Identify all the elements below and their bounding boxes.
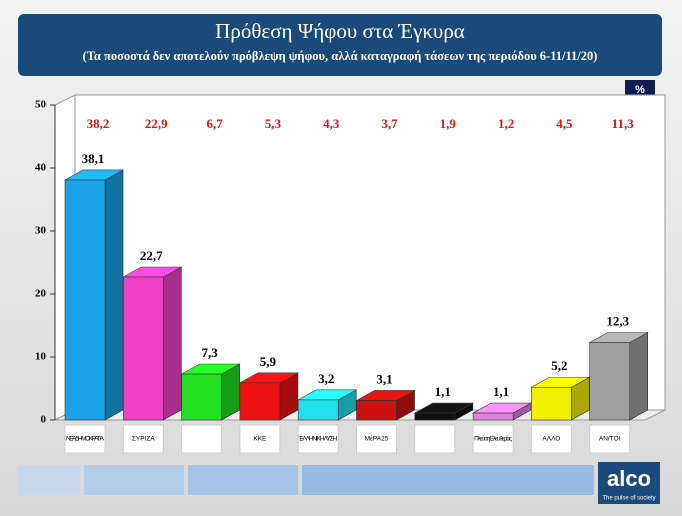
tagline: The pulse of society bbox=[602, 496, 655, 502]
footer: alco The pulse of society bbox=[18, 462, 660, 504]
party-logo bbox=[122, 424, 164, 454]
x-tick-label: ΕΛΛΗΝΙΚΗ ΛΥΣΗ bbox=[299, 436, 337, 443]
bar bbox=[181, 373, 222, 421]
y-tick-label: 0 bbox=[41, 414, 47, 426]
party-logo bbox=[239, 424, 281, 454]
previous-value: 5,3 bbox=[265, 116, 282, 131]
x-tick-label: ΑΛΛΟ bbox=[542, 436, 560, 443]
value-label: 1,1 bbox=[435, 384, 451, 399]
bar bbox=[472, 412, 514, 421]
value-label: 38,1 bbox=[82, 151, 105, 166]
value-label: 3,1 bbox=[376, 371, 392, 386]
party-logo bbox=[181, 424, 223, 454]
bar bbox=[414, 412, 456, 421]
y-tick-label: 10 bbox=[35, 351, 47, 363]
value-label: 1,1 bbox=[493, 384, 509, 399]
bar bbox=[239, 382, 281, 421]
x-tick-label: ΜέΡΑ25 bbox=[365, 435, 389, 443]
bar bbox=[356, 400, 397, 421]
x-tick-label: Πλεύση Ελευθερίας bbox=[474, 435, 512, 443]
party-logo bbox=[472, 424, 514, 454]
footer-bar bbox=[84, 465, 184, 495]
unit-label: % bbox=[635, 84, 645, 96]
brand: alco bbox=[607, 466, 651, 491]
value-label: 3,2 bbox=[318, 371, 334, 386]
party-logo bbox=[356, 424, 397, 454]
previous-value: 22,9 bbox=[145, 116, 168, 131]
party-logo bbox=[64, 424, 106, 454]
footer-bar bbox=[302, 465, 594, 495]
party-logo bbox=[589, 424, 631, 454]
brand-box bbox=[598, 462, 660, 504]
footer-bar bbox=[188, 465, 298, 495]
value-label: 22,7 bbox=[140, 248, 163, 263]
previous-value: 1,9 bbox=[440, 116, 457, 131]
value-label: 5,9 bbox=[260, 354, 277, 369]
party-logo bbox=[414, 424, 456, 454]
bar bbox=[531, 386, 572, 421]
y-tick-label: 50 bbox=[35, 99, 47, 111]
previous-value: 11,3 bbox=[612, 116, 635, 131]
y-tick-label: 30 bbox=[35, 225, 47, 237]
bar-side bbox=[629, 332, 649, 421]
previous-value: 3,7 bbox=[381, 116, 398, 131]
value-label: 5,2 bbox=[551, 358, 567, 373]
y-tick-label: 40 bbox=[35, 162, 47, 174]
x-tick-label: ΝΕΑ ΔΗΜΟΚΡΑΤΙΑ bbox=[66, 436, 105, 443]
chart-subtitle: (Τα ποσοστά δεν αποτελούν πρόβλεψη ψήφου… bbox=[83, 49, 598, 63]
previous-value: 38,2 bbox=[87, 116, 110, 131]
value-label: 7,3 bbox=[201, 345, 218, 360]
previous-value: 1,2 bbox=[498, 116, 514, 131]
value-label: 12,3 bbox=[606, 313, 629, 328]
party-logo bbox=[297, 424, 339, 454]
bar bbox=[123, 276, 164, 421]
chart-title: Πρόθεση Ψήφου στα Έγκυρα bbox=[215, 19, 465, 43]
bar bbox=[589, 342, 631, 421]
x-tick-label: ΑΝ/ΤΟΙ bbox=[599, 436, 621, 443]
x-tick-label: ΣΥΡΙΖΑ bbox=[132, 436, 155, 443]
previous-value: 4,5 bbox=[556, 116, 573, 131]
bar-side bbox=[163, 266, 182, 421]
party-logo bbox=[530, 424, 572, 454]
previous-value: 6,7 bbox=[206, 116, 223, 131]
title-box bbox=[18, 14, 662, 76]
bar bbox=[64, 179, 106, 421]
bar-side bbox=[104, 169, 124, 421]
previous-value: 4,3 bbox=[323, 116, 340, 131]
x-tick-label: ΚΚΕ bbox=[253, 436, 267, 443]
footer-bar bbox=[18, 465, 80, 495]
bar bbox=[297, 399, 339, 421]
y-tick-label: 20 bbox=[35, 288, 47, 300]
